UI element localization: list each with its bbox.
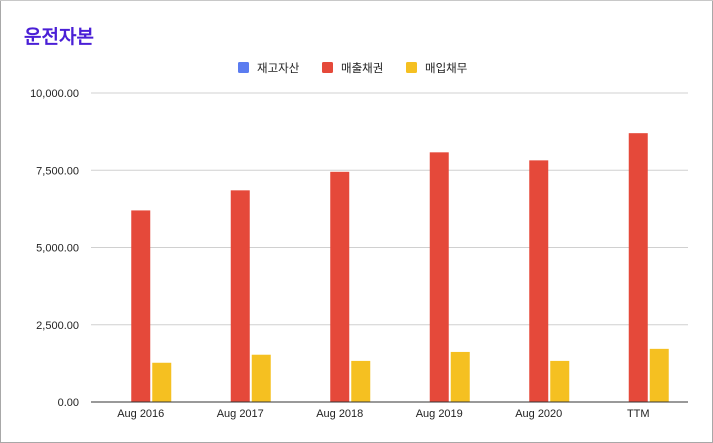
bar bbox=[628, 133, 648, 403]
legend-label: 매입채무 bbox=[425, 61, 467, 75]
gridlines bbox=[91, 92, 688, 326]
y-tick-label: 2,500.00 bbox=[36, 320, 79, 332]
bars bbox=[131, 133, 669, 403]
legend-swatch bbox=[238, 62, 249, 73]
legend-label: 매출채권 bbox=[341, 61, 383, 75]
bar bbox=[131, 210, 151, 402]
bar bbox=[230, 190, 250, 402]
x-tick-label: Aug 2017 bbox=[217, 408, 264, 420]
bar bbox=[550, 360, 570, 402]
legend-label: 재고자산 bbox=[257, 61, 300, 75]
x-tick-label: Aug 2019 bbox=[416, 408, 463, 420]
y-tick-label: 10,000.00 bbox=[30, 88, 79, 100]
bar bbox=[649, 348, 669, 402]
bar bbox=[152, 362, 172, 402]
legend-swatch bbox=[322, 62, 333, 73]
x-tick-label: Aug 2018 bbox=[316, 408, 363, 420]
x-axis: Aug 2016 Aug 2017 Aug 2018 Aug 2019 Aug 2020… bbox=[91, 401, 688, 420]
bar bbox=[330, 171, 350, 402]
legend: 재고자산 매출채권 매입채무 bbox=[238, 61, 467, 75]
legend-swatch bbox=[406, 62, 417, 73]
y-tick-label: 5,000.00 bbox=[36, 243, 79, 255]
bar bbox=[351, 360, 371, 402]
chart-title: 운전자본 bbox=[24, 26, 94, 48]
x-tick-label: TTM bbox=[627, 408, 650, 420]
bar bbox=[529, 160, 549, 402]
y-tick-label: 7,500.00 bbox=[36, 165, 79, 177]
bar bbox=[429, 152, 449, 402]
bar bbox=[450, 351, 470, 402]
y-axis: 0.00 2,500.00 5,000.00 7,500.00 10,000.00 bbox=[30, 88, 79, 409]
x-tick-label: Aug 2020 bbox=[515, 408, 562, 420]
y-tick-label: 0.00 bbox=[58, 397, 79, 409]
bar bbox=[251, 354, 271, 402]
x-tick-label: Aug 2016 bbox=[117, 408, 164, 420]
top-divider bbox=[0, 0, 713, 1]
